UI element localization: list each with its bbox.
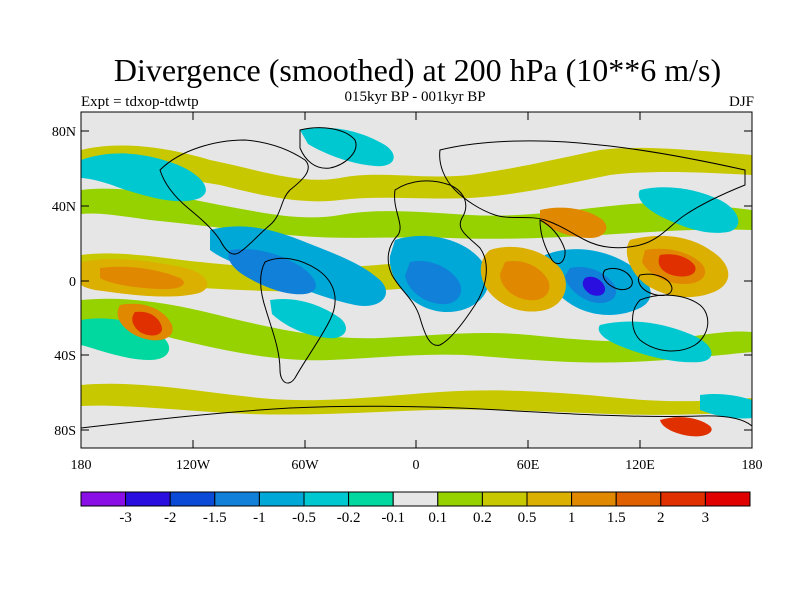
map-title: Divergence (smoothed) at 200 hPa (10**6 …: [113, 52, 722, 88]
colorbar-label: -1: [253, 510, 266, 526]
colorbar-label: 3: [702, 510, 710, 526]
lat-tick-label: 80N: [52, 125, 76, 140]
colorbar-swatch: [348, 491, 394, 507]
colorbar-swatch: [169, 491, 216, 507]
colorbar-swatch: [214, 491, 260, 507]
colorbar-swatch: [80, 491, 127, 507]
lon-tick-label: 120W: [176, 458, 211, 473]
lon-tick-label: 180: [742, 458, 763, 473]
lon-tick-label: 60E: [517, 458, 540, 473]
lon-tick-labels: 180 120W 60W 0 60E 120E 180: [71, 458, 763, 473]
colorbar-label: -2: [164, 510, 177, 526]
colorbar-label: 0.1: [428, 510, 447, 526]
lat-tick-label: 40N: [52, 200, 76, 215]
lon-tick-label: 0: [413, 458, 420, 473]
lon-tick-label: 60W: [291, 458, 319, 473]
lat-tick-label: 40S: [54, 349, 76, 364]
colorbar-label: 0.2: [473, 510, 492, 526]
lon-tick-label: 120E: [625, 458, 655, 473]
colorbar-label: -0.1: [381, 510, 405, 526]
coastlines: [81, 127, 752, 429]
colorbar-labels: -3 -2 -1.5 -1 -0.5 -0.2 -0.1 0.1 0.2 0.5 1 1.5 2 3: [119, 510, 709, 526]
lat-tick-label: 0: [69, 275, 76, 290]
colorbar-swatch: [660, 491, 706, 507]
colorbar-label: -0.2: [337, 510, 361, 526]
colorbar-label: -3: [119, 510, 132, 526]
colorbar-swatch: [704, 491, 751, 507]
colorbar-label: 0.5: [518, 510, 537, 526]
season-label: DJF: [728, 94, 754, 110]
colorbar-swatch: [392, 491, 439, 507]
colorbar: [80, 491, 751, 507]
map-subtitle: 015kyr BP - 001kyr BP: [344, 89, 486, 105]
experiment-label: Expt = tdxop-tdwtp: [81, 94, 199, 110]
colorbar-swatch: [615, 491, 662, 507]
colorbar-label: 1.5: [607, 510, 626, 526]
colorbar-label: 2: [657, 510, 665, 526]
lon-tick-label: 180: [71, 458, 92, 473]
lat-tick-labels: 80N 40N 0 40S 80S: [52, 125, 76, 439]
lon-tick-marks: [80, 112, 753, 448]
colorbar-label: -0.5: [292, 510, 316, 526]
colorbar-swatch: [526, 491, 573, 507]
colorbar-swatch: [481, 491, 528, 507]
divergence-field: [81, 127, 752, 437]
colorbar-label: 1: [568, 510, 576, 526]
colorbar-swatch: [125, 491, 171, 507]
colorbar-swatch: [258, 491, 305, 507]
colorbar-swatch: [571, 491, 617, 507]
lat-tick-label: 80S: [54, 424, 76, 439]
colorbar-label: -1.5: [203, 510, 227, 526]
lat-tick-marks: [81, 130, 752, 431]
colorbar-swatch: [303, 491, 350, 507]
colorbar-swatch: [437, 491, 483, 507]
